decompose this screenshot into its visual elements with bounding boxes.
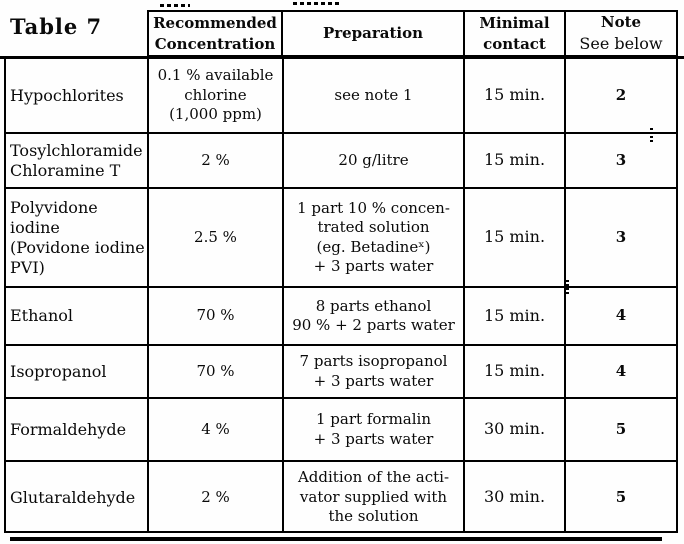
table-cell-preparation: 1 part 10 % concen- trated solution (eg.… [284,189,465,288]
table-cell-substance: Polyvidone iodine (Povidone iodine PVI) [6,189,149,288]
table-cell-contact: 30 min. [465,399,566,462]
table-cell-preparation: 1 part formalin + 3 parts water [284,399,465,462]
table-cell-substance: Formaldehyde [6,399,149,462]
table-cell-substance: Hypochlorites [6,59,149,134]
header-divider-line [0,56,684,59]
disinfectants-table: Hypochlorites 0.1 % available chlorine (… [4,59,678,533]
bottom-rule-line [10,537,662,541]
table-cell-contact: 15 min. [465,189,566,288]
table-cell-concentration: 70 % [149,346,284,399]
table-cell-concentration: 2 % [149,134,284,189]
table-cell-concentration: 2 % [149,462,284,533]
header-line: Preparation [322,24,424,42]
col-header-preparation: Preparation [281,10,465,57]
table-cell-note: 3 [566,134,676,189]
table-cell-contact: 30 min. [465,462,566,533]
header-line: Recommended [153,13,277,32]
header-line: Note [600,12,642,31]
table-cell-substance: Tosylchloramide Chloramine T [6,134,149,189]
table-cell-substance: Ethanol [6,288,149,346]
header-line: Concentration [154,34,276,53]
table-cell-note: 4 [566,346,676,399]
table-cell-contact: 15 min. [465,288,566,346]
table-cell-concentration: 4 % [149,399,284,462]
table-cell-preparation: see note 1 [284,59,465,134]
table-cell-note: 4 [566,288,676,346]
header-line: contact [483,34,546,53]
table-cell-contact: 15 min. [465,346,566,399]
table-cell-preparation: Addition of the acti- vator supplied wit… [284,462,465,533]
table-cell-contact: 15 min. [465,59,566,134]
table-cell-preparation: 7 parts isopropanol + 3 parts water [284,346,465,399]
table-cell-contact: 15 min. [465,134,566,189]
table-cell-note: 3 [566,189,676,288]
table-cell-note: 5 [615,487,627,506]
table-title: Table 7 [10,14,103,39]
scan-artifact [160,4,190,7]
col-header-note: Note See below [564,10,678,57]
table-cell-substance: Glutaraldehyde [6,462,149,533]
scan-artifact [650,128,653,142]
col-header-minimal-contact: Minimal contact [463,10,566,57]
table-cell-note: 5 [566,399,676,462]
table-cell-preparation: 8 parts ethanol 90 % + 2 parts water [284,288,465,346]
col-header-recommended-concentration: Recommended Concentration [147,10,283,57]
table-cell-note: 2 [566,59,676,134]
scan-artifact [566,280,569,296]
table-cell-substance: Isopropanol [6,346,149,399]
table-cell-preparation: 20 g/litre [284,134,465,189]
header-line: See below [579,33,663,53]
scan-artifact [293,2,339,5]
table-cell-concentration: 70 % [149,288,284,346]
table-cell-concentration: 0.1 % available chlorine (1,000 ppm) [149,59,284,134]
table-cell-concentration: 2.5 % [149,189,284,288]
header-line: Minimal [479,13,550,32]
